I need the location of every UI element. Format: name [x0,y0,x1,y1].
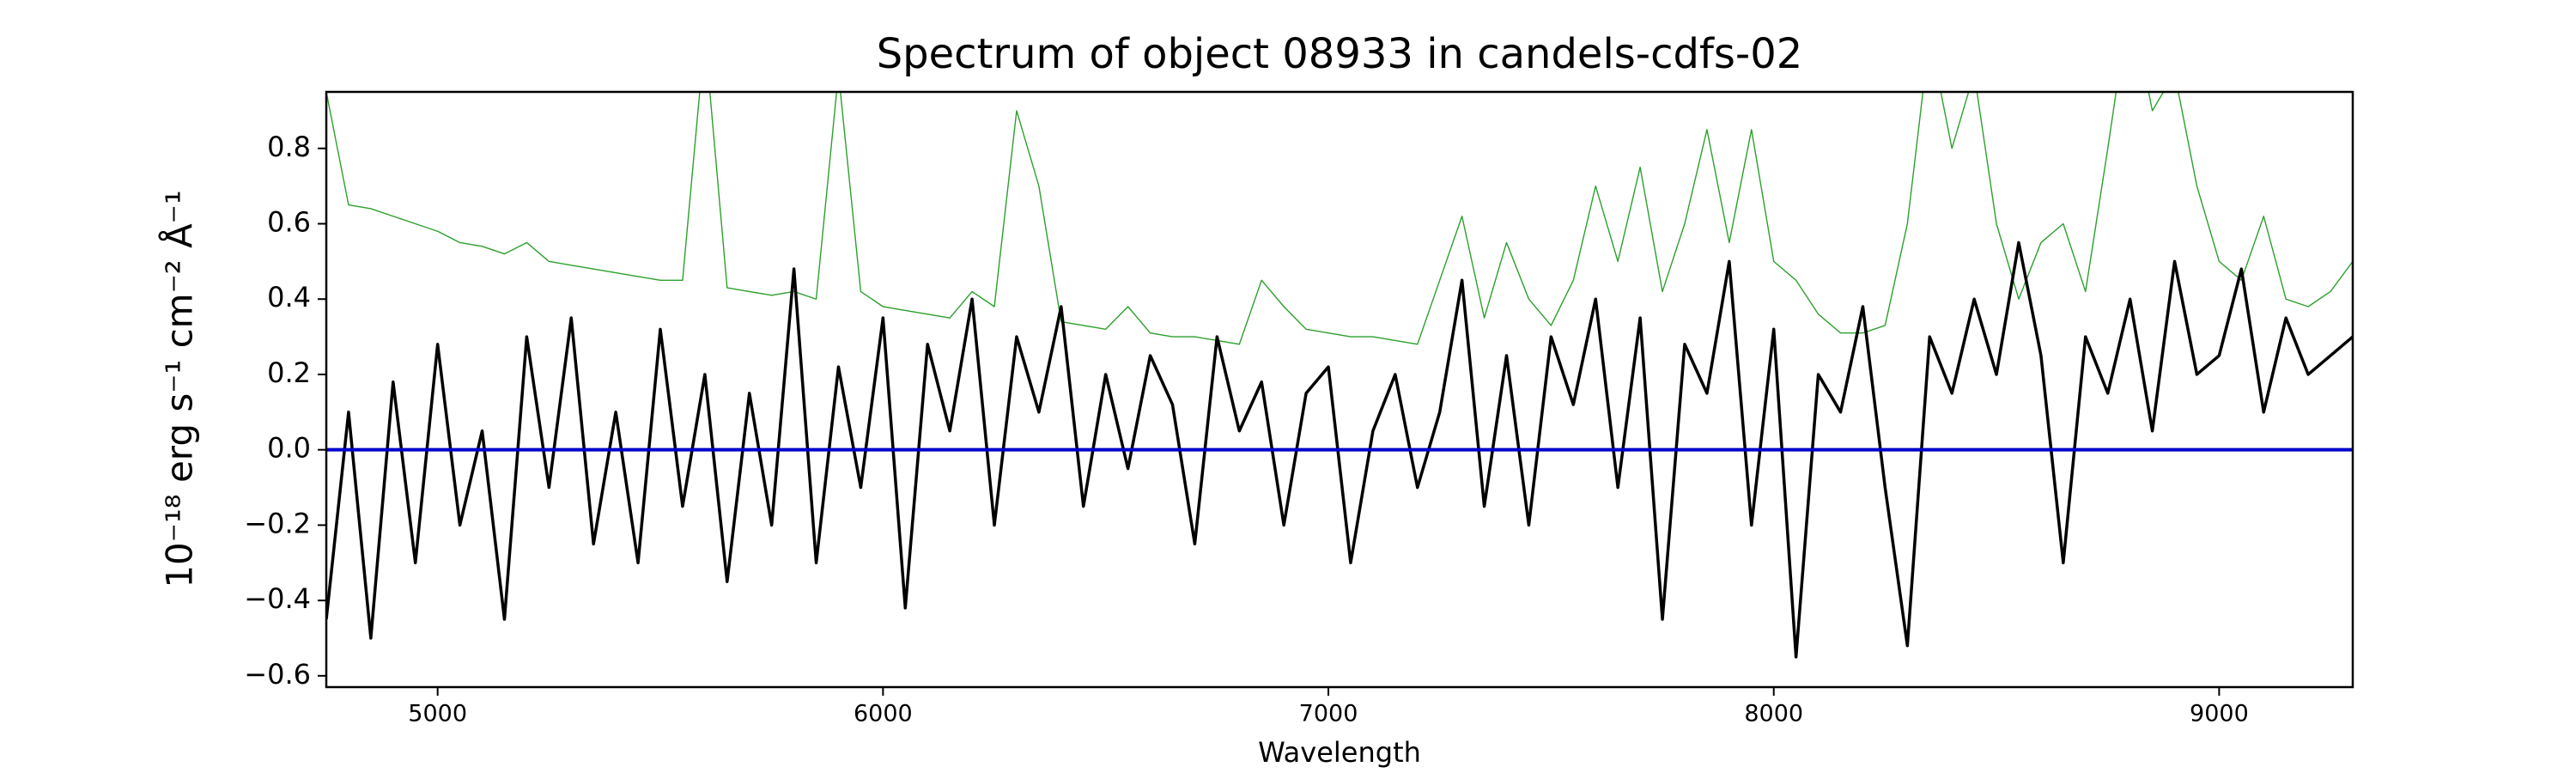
y-axis-label: 10⁻¹⁸ erg s⁻¹ cm⁻² Å⁻¹ [158,190,201,587]
y-tick-label: −0.4 [244,582,311,615]
y-tick-label: 0.4 [267,281,311,313]
plot-area [326,92,2353,659]
y-tick-label: 0.8 [267,131,311,163]
spectrum-line [326,92,2353,345]
x-tick-label: 7000 [1299,701,1358,727]
y-tick-label: 0.6 [267,206,311,239]
spectrum-line [326,240,2353,659]
axes-frame [325,90,2354,689]
y-tick-label: 0.0 [267,432,311,465]
chart-title: Spectrum of object 08933 in candels-cdfs… [877,30,1803,78]
x-tick-label: 9000 [2190,701,2249,727]
y-tick-label: −0.2 [244,507,311,539]
y-tick-label: 0.2 [267,356,311,389]
x-axis-label: Wavelength [1258,736,1421,769]
x-tick-label: 6000 [854,701,913,727]
x-tick-label: 8000 [1744,701,1803,727]
y-tick-label: −0.6 [244,658,311,691]
x-tick-label: 5000 [408,701,467,727]
